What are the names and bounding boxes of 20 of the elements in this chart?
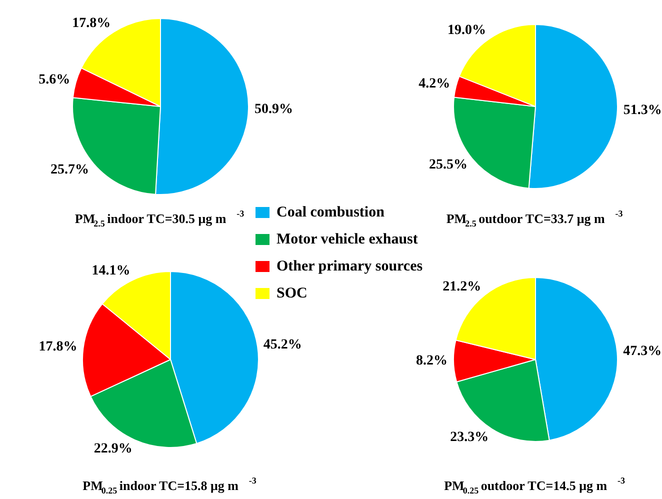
legend-label: Other primary sources	[276, 258, 423, 274]
data-label: 17.8%	[72, 16, 111, 31]
data-label: 8.2%	[416, 354, 448, 369]
data-label: 4.2%	[418, 76, 450, 92]
data-label: 14.1%	[92, 263, 130, 278]
data-label: 50.9%	[254, 102, 293, 117]
data-label: 45.2%	[263, 337, 302, 352]
data-label: 22.9%	[94, 442, 132, 457]
data-label: 23.3%	[450, 430, 489, 445]
legend-label: SOC	[276, 286, 308, 302]
data-label: 25.5%	[429, 157, 468, 172]
data-label: 5.6%	[38, 72, 70, 88]
data-label: 51.3%	[623, 102, 662, 118]
data-label: 25.7%	[50, 162, 90, 178]
data-label: 17.8%	[38, 340, 78, 355]
data-label: 47.3%	[623, 344, 662, 360]
data-label: 19.0%	[448, 22, 486, 38]
data-label: 21.2%	[442, 280, 482, 295]
legend-label: Motor vehicle exhaust	[276, 232, 418, 248]
legend-label: Coal combustion	[276, 204, 386, 220]
